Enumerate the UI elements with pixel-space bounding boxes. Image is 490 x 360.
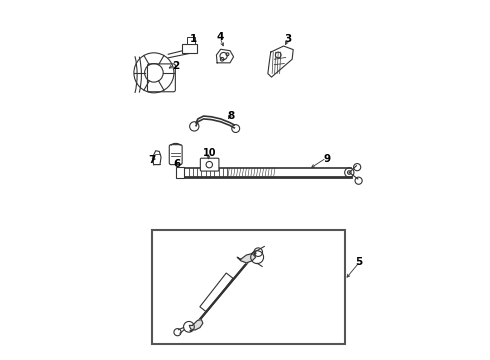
FancyBboxPatch shape <box>147 64 175 92</box>
FancyBboxPatch shape <box>200 158 219 171</box>
Text: 3: 3 <box>284 34 292 44</box>
Text: 7: 7 <box>148 156 156 165</box>
Text: 1: 1 <box>190 34 197 44</box>
Bar <box>152 230 345 344</box>
Bar <box>187 37 195 44</box>
Text: 2: 2 <box>172 61 179 71</box>
Text: 10: 10 <box>202 148 216 158</box>
Polygon shape <box>153 151 161 165</box>
Text: 8: 8 <box>227 111 234 121</box>
Polygon shape <box>217 49 234 63</box>
Bar <box>176 167 184 178</box>
Text: 9: 9 <box>323 154 331 163</box>
Polygon shape <box>268 46 293 77</box>
Polygon shape <box>200 273 233 312</box>
Text: 5: 5 <box>356 257 363 267</box>
Polygon shape <box>189 320 203 330</box>
FancyBboxPatch shape <box>169 145 182 165</box>
Text: 4: 4 <box>216 32 223 42</box>
Bar <box>182 44 197 53</box>
Text: 6: 6 <box>173 159 181 169</box>
Polygon shape <box>237 253 256 263</box>
